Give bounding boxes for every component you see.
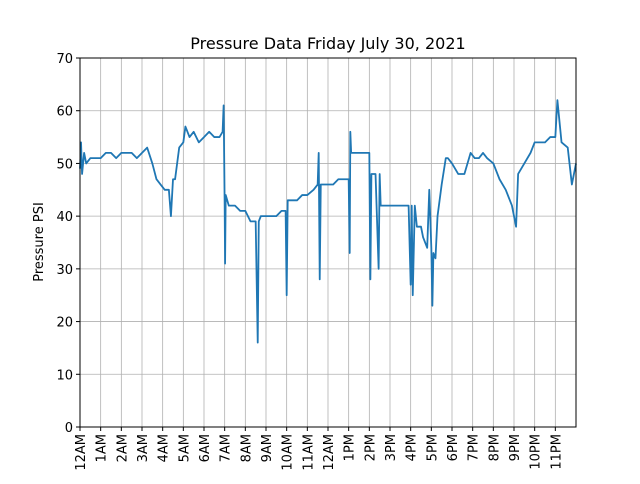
y-tick-label: 30 xyxy=(56,263,73,278)
y-tick-label: 20 xyxy=(56,316,73,331)
x-tick-label: 1AM xyxy=(95,434,110,462)
x-tick-label: 4PM xyxy=(405,434,420,461)
y-axis-label: Pressure PSI xyxy=(32,202,47,282)
x-tick-label: 5AM xyxy=(177,434,192,462)
x-tick-label: 4AM xyxy=(157,434,172,462)
x-tick-label: 1PM xyxy=(343,434,358,461)
x-tick-label: 10AM xyxy=(281,434,296,471)
x-tick-label: 7PM xyxy=(467,434,482,461)
x-tick-label: 3PM xyxy=(384,434,399,461)
x-tick-label: 8PM xyxy=(487,434,502,461)
x-tick-label: 7AM xyxy=(219,434,234,462)
y-tick-label: 70 xyxy=(56,52,73,67)
x-tick-label: 12AM xyxy=(322,434,337,471)
y-tick-label: 0 xyxy=(65,421,73,436)
y-tick-label: 60 xyxy=(56,105,73,120)
x-tick-label: 9PM xyxy=(508,434,523,461)
x-tick-label: 6PM xyxy=(446,434,461,461)
x-tick-label: 5PM xyxy=(425,434,440,461)
y-tick-label: 40 xyxy=(56,210,73,225)
chart-title: Pressure Data Friday July 30, 2021 xyxy=(190,34,465,53)
x-tick-label: 11PM xyxy=(549,434,564,470)
plot-frame xyxy=(79,57,577,428)
x-tick-label: 6AM xyxy=(198,434,213,462)
x-tick-label: 12AM xyxy=(74,434,89,471)
y-tick-label: 10 xyxy=(56,368,73,383)
x-tick-label: 9AM xyxy=(260,434,275,462)
x-tick-label: 2PM xyxy=(363,434,378,461)
x-tick-label: 8AM xyxy=(239,434,254,462)
x-tick-label: 3AM xyxy=(136,434,151,462)
x-tick-label: 11AM xyxy=(301,434,316,471)
x-tick-label: 10PM xyxy=(529,434,544,470)
data-line xyxy=(79,99,577,344)
x-tick-label: 2AM xyxy=(115,434,130,462)
y-tick-label: 50 xyxy=(56,157,73,172)
